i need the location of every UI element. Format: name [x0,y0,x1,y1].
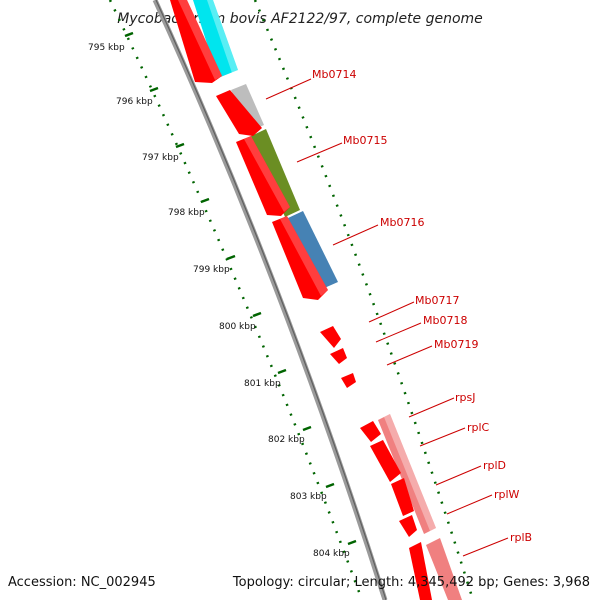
feature-segment-salmon [426,538,462,600]
cds-highlight [178,0,222,80]
gene-label-rpld: rplD [483,459,506,472]
kbp-tick-802 [302,425,312,432]
feature-track-outer [193,0,462,600]
kbp-tick-799 [226,254,236,261]
leader-rpsj [408,397,455,418]
gene-label-mb0715: Mb0715 [343,134,387,147]
gene-label-mb0719: Mb0719 [434,338,478,351]
gene-leader-lines [265,78,509,557]
cds-arrow [341,373,356,388]
ruler-ring-inner [108,0,364,600]
kbp-tick-800 [252,311,262,318]
gene-label-rplw: rplW [494,488,520,501]
leader-mb0718 [375,322,422,343]
gene-label-mb0714: Mb0714 [312,68,356,81]
cds-highlight [280,216,328,296]
kbp-tick-marks [124,31,357,546]
cds-arrow [330,348,347,364]
cds-track [170,0,432,600]
cds-highlight [244,136,290,212]
feature-segment-olive [251,129,300,217]
cds-arrow [391,478,414,516]
kbp-label: 797 kbp [142,153,179,163]
genome-summary-text: Topology: circular; Length: 4,345,492 bp… [232,575,590,590]
kbp-tick-803 [325,482,335,489]
kbp-label: 799 kbp [193,265,230,275]
feature-segment-gray [231,84,264,132]
gene-label-rpsj: rpsJ [455,391,475,404]
kbp-label: 796 kbp [116,97,153,107]
kbp-tick-801 [277,368,287,375]
feature-segment-cyan [193,0,238,78]
gene-label-rplc: rplC [467,421,490,434]
genome-backbone-edge [155,0,387,600]
cds-arrow [409,542,432,600]
gene-label-rplb: rplB [510,531,532,544]
feature-highlight [207,0,238,73]
leader-mb0714 [265,78,312,100]
gene-label-mb0716: Mb0716 [380,216,424,229]
feature-segment-salmon [378,414,436,534]
leader-rplw [446,494,493,515]
leader-mb0716 [332,224,379,246]
cds-arrow [216,90,262,136]
kbp-label: 802 kbp [268,435,305,445]
kbp-label: 803 kbp [290,492,327,502]
kbp-label: 798 kbp [168,208,205,218]
kbp-tick-796 [149,86,159,93]
cds-arrow [360,421,381,442]
gene-label-mb0718: Mb0718 [423,314,467,327]
leader-rplb [462,537,509,557]
kbp-tick-795 [124,31,134,38]
feature-segment-steelblue [288,211,338,289]
cds-arrow [370,440,401,482]
cds-arrow [399,515,417,537]
kbp-label: 801 kbp [244,379,281,389]
feature-highlight [384,414,436,531]
kbp-tick-804 [347,539,357,546]
cds-arrow [272,216,328,300]
leader-rplc [419,427,466,447]
leader-mb0719 [386,345,433,366]
kbp-tick-798 [200,197,210,204]
cds-arrow [236,136,290,216]
map-title: Mycobacterium bovis AF2122/97, complete … [117,11,483,27]
cds-arrow [170,0,222,83]
genome-backbone [152,0,388,600]
kbp-label: 795 kbp [88,43,125,53]
accession-text: Accession: NC_002945 [8,575,156,590]
kbp-label: 800 kbp [219,322,256,332]
leader-rpld [435,465,482,486]
gene-label-mb0717: Mb0717 [415,294,459,307]
kbp-tick-797 [175,142,185,149]
leader-mb0715 [296,142,343,163]
kbp-label: 804 kbp [313,549,350,559]
leader-mb0717 [368,301,415,323]
cds-arrow [320,326,341,348]
